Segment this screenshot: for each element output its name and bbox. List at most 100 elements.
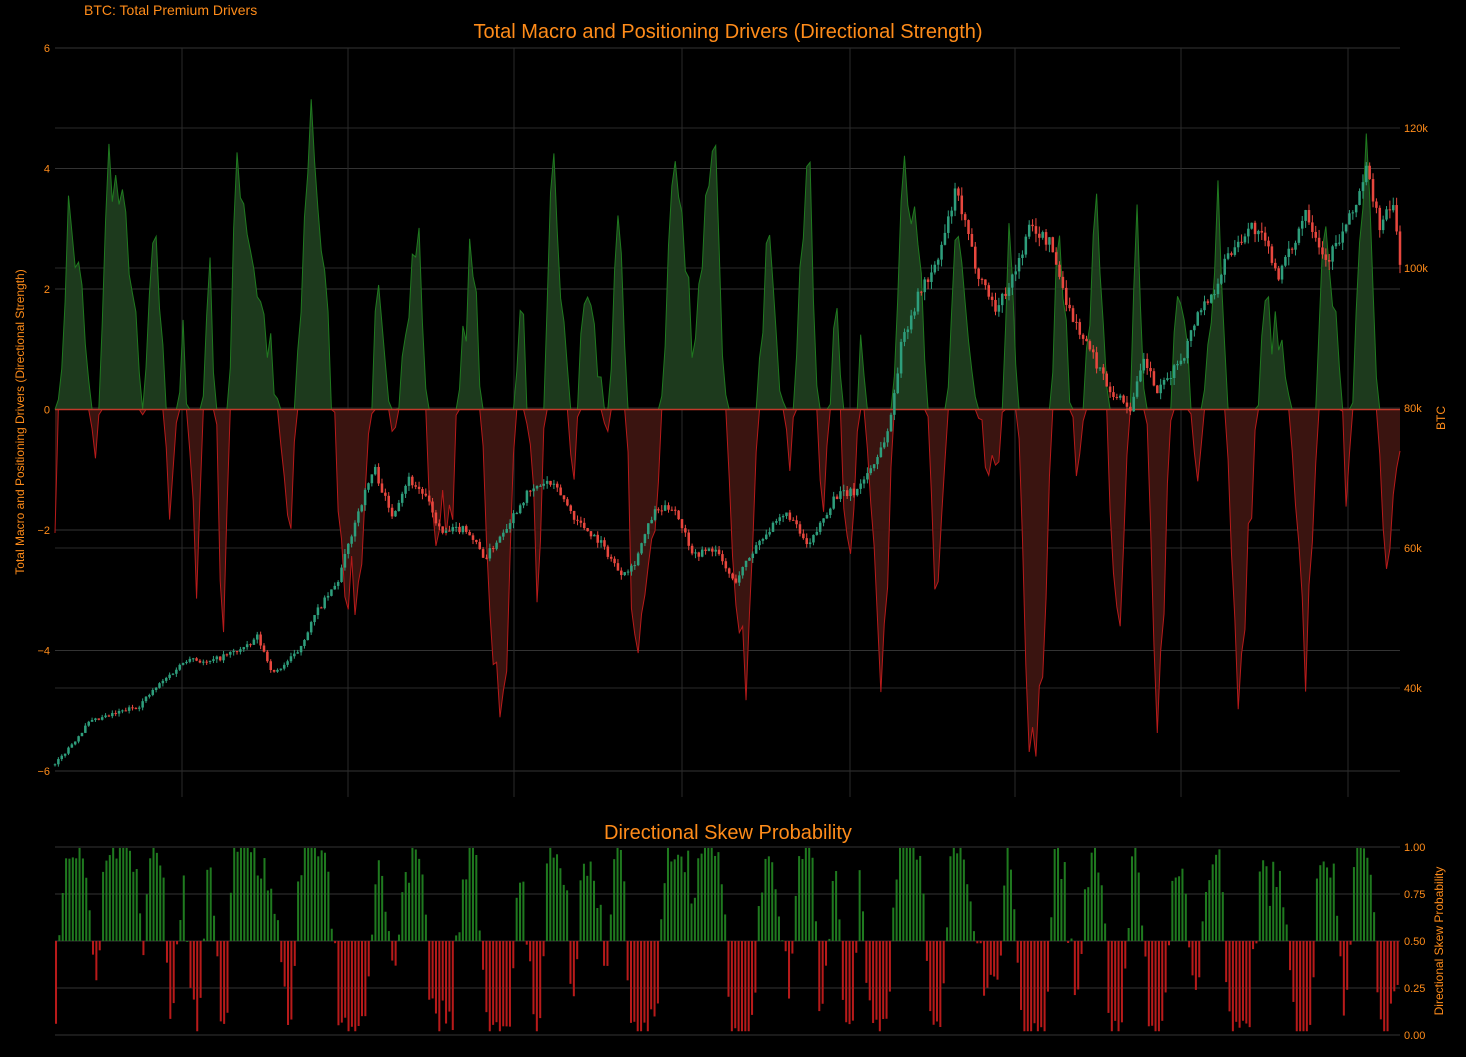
candle-body <box>606 546 610 557</box>
skew-bar <box>781 940 784 942</box>
candle-body <box>748 558 751 561</box>
candle-body <box>286 661 289 665</box>
skew-bar <box>176 941 179 945</box>
candle-body <box>791 519 795 521</box>
candle-body <box>620 570 623 576</box>
skew-bar <box>562 884 565 941</box>
skew-bar <box>1030 941 1033 1032</box>
skew-bar <box>1238 941 1241 1028</box>
skew-bar <box>724 914 727 941</box>
skew-bar <box>814 921 817 941</box>
skew-bar <box>1282 907 1285 941</box>
candle-body <box>309 622 313 633</box>
candle-body <box>282 664 286 669</box>
skew-bar <box>1043 941 1046 1032</box>
skew-bar <box>223 941 226 1024</box>
candle-body <box>94 718 97 720</box>
skew-bar <box>515 897 518 941</box>
candle-body <box>387 495 390 508</box>
y2-tick-label: 100k <box>1404 263 1428 275</box>
candle-body <box>1098 367 1102 369</box>
skew-bar <box>118 847 121 941</box>
skew-bar <box>1184 893 1187 941</box>
candle-body <box>175 669 178 674</box>
skew-bar <box>821 941 824 1004</box>
skew-bar <box>586 875 589 941</box>
candle-body <box>1132 396 1135 412</box>
skew-bar <box>1383 941 1386 1032</box>
skew-bar <box>660 919 663 941</box>
skew-bar <box>697 858 700 941</box>
candle-body <box>734 578 738 583</box>
candle-body <box>441 526 444 533</box>
candle-body <box>930 272 933 282</box>
candle-body <box>185 661 188 664</box>
candle-body <box>795 520 798 525</box>
skew-bar <box>1373 912 1376 941</box>
skew-bar <box>441 941 444 1001</box>
candle-body <box>242 647 246 650</box>
candle-body <box>856 488 859 496</box>
candle-body <box>255 634 259 640</box>
skew-bar <box>102 871 105 941</box>
skew-bar <box>357 941 360 1027</box>
candle-body <box>1203 301 1206 311</box>
candle-body <box>252 639 256 645</box>
skew-bars: 1.00 0.75 0.50 0.25 0.00 Directional Skew Pro… <box>55 842 1446 1042</box>
skew-bar <box>1157 941 1160 1032</box>
skew-bar <box>192 941 195 1000</box>
skew-bar <box>1009 869 1012 941</box>
skew-bar <box>966 884 969 941</box>
skew-bar <box>1225 941 1228 983</box>
candle-body <box>121 710 124 712</box>
skew-bar <box>888 941 891 992</box>
skew-bar <box>165 941 168 963</box>
skew-bar <box>1231 941 1234 1032</box>
candle-body <box>107 715 111 717</box>
skew-bar <box>81 858 84 941</box>
candle-body <box>249 644 252 646</box>
skew-bar <box>1033 941 1036 1024</box>
candle-body <box>545 480 549 484</box>
skew-bar <box>1100 885 1103 941</box>
skew-bar <box>1171 880 1174 941</box>
candle-body <box>195 658 198 661</box>
skew-bar <box>1245 941 1248 1024</box>
candle-body <box>539 485 542 487</box>
skew-bar <box>1342 941 1345 1016</box>
skew-bar <box>1020 941 1023 1010</box>
candle-body <box>117 711 121 714</box>
candle-body <box>1162 379 1166 385</box>
candle-body <box>650 519 653 524</box>
skew-bar <box>774 889 777 941</box>
candle-body <box>1044 232 1048 245</box>
candle-body <box>1385 209 1388 220</box>
skew-bar <box>1154 941 1157 1032</box>
candle-body <box>276 669 279 672</box>
candle-body <box>1304 210 1307 221</box>
skew-bar <box>915 859 918 941</box>
candle-body <box>370 474 374 484</box>
candle-body <box>967 220 970 234</box>
skew-bar <box>939 941 942 1028</box>
candle-body <box>731 573 734 579</box>
skew-bar <box>643 941 646 1023</box>
candle-body <box>660 510 664 512</box>
candle-body <box>529 490 532 492</box>
candle-body <box>572 510 576 520</box>
candle-body <box>1324 254 1328 260</box>
strength-area <box>54 99 1401 757</box>
candle-body <box>717 549 721 555</box>
skew-bar <box>1272 861 1275 941</box>
candle-body <box>1348 213 1351 225</box>
skew-bar <box>169 941 172 1019</box>
candle-body <box>508 523 512 529</box>
candle-body <box>1361 182 1365 192</box>
candle-body <box>111 713 114 717</box>
skew-bar <box>1359 847 1362 941</box>
skew-bar <box>1110 941 1113 1032</box>
candle-body <box>148 694 151 697</box>
skew-bar <box>714 855 717 941</box>
candle-body <box>788 512 792 520</box>
skew-bar <box>925 941 928 961</box>
